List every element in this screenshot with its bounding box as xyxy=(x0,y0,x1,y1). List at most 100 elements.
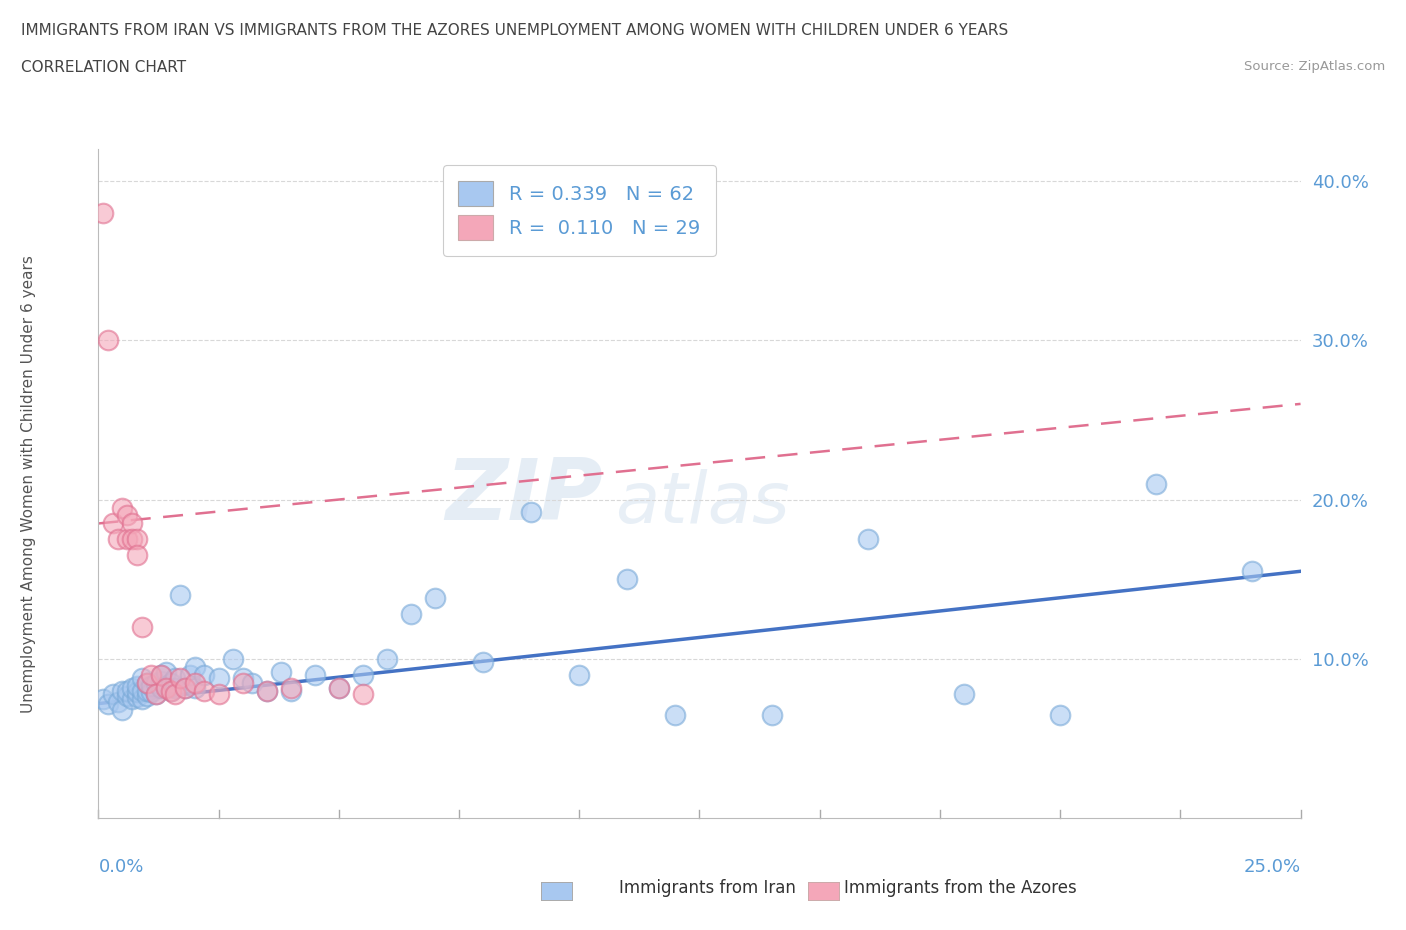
Point xyxy=(97,333,120,348)
Point xyxy=(111,500,134,515)
Point xyxy=(155,680,177,695)
Point xyxy=(117,684,139,698)
Point xyxy=(472,655,495,670)
Point xyxy=(761,708,783,723)
Point xyxy=(953,686,976,701)
Point xyxy=(423,591,446,605)
Point xyxy=(131,691,153,706)
Point xyxy=(208,671,231,685)
Point xyxy=(155,679,177,694)
Point xyxy=(135,688,157,703)
Point xyxy=(125,679,148,694)
Point xyxy=(664,708,686,723)
Point xyxy=(121,516,143,531)
Point xyxy=(91,691,114,706)
Text: Source: ZipAtlas.com: Source: ZipAtlas.com xyxy=(1244,60,1385,73)
Point xyxy=(159,675,181,690)
Point xyxy=(1049,708,1071,723)
Point xyxy=(131,684,153,698)
Point xyxy=(399,607,422,622)
Point xyxy=(141,685,163,700)
Point xyxy=(159,684,181,698)
Text: Unemployment Among Women with Children Under 6 years: Unemployment Among Women with Children U… xyxy=(21,255,35,712)
Point xyxy=(145,686,167,701)
Text: atlas: atlas xyxy=(616,470,790,538)
Text: Immigrants from the Azores: Immigrants from the Azores xyxy=(844,879,1077,897)
Point xyxy=(111,702,134,717)
Point xyxy=(304,668,326,683)
Point xyxy=(131,619,153,634)
Point xyxy=(111,684,134,698)
Point xyxy=(91,206,114,220)
Point xyxy=(568,668,591,683)
Point xyxy=(256,684,278,698)
Text: ZIP: ZIP xyxy=(446,456,603,538)
Point xyxy=(174,680,197,695)
Point xyxy=(141,679,163,694)
Point xyxy=(135,675,157,690)
Point xyxy=(121,691,143,706)
Point xyxy=(145,675,167,690)
Point xyxy=(232,675,254,690)
Point xyxy=(107,532,129,547)
Point xyxy=(856,532,879,547)
Point xyxy=(193,668,215,683)
Point xyxy=(117,532,139,547)
Point xyxy=(183,680,205,695)
Point xyxy=(149,668,172,683)
Point xyxy=(169,588,191,603)
Point xyxy=(149,680,172,695)
Point xyxy=(165,686,187,701)
Point xyxy=(125,685,148,700)
Point xyxy=(240,675,263,690)
Legend: R = 0.339   N = 62, R =  0.110   N = 29: R = 0.339 N = 62, R = 0.110 N = 29 xyxy=(443,166,716,256)
Point xyxy=(165,671,187,685)
Point xyxy=(352,668,374,683)
Point xyxy=(183,675,205,690)
Point xyxy=(1241,564,1264,578)
Point xyxy=(270,664,292,679)
Point xyxy=(256,684,278,698)
Point xyxy=(208,686,231,701)
Point xyxy=(141,668,163,683)
Point xyxy=(135,684,157,698)
Point xyxy=(328,680,350,695)
Point xyxy=(1144,476,1167,491)
Point xyxy=(97,697,120,711)
Point xyxy=(101,516,124,531)
Point xyxy=(107,695,129,710)
Point xyxy=(155,664,177,679)
Point xyxy=(179,668,201,683)
Point xyxy=(145,686,167,701)
Point xyxy=(183,659,205,674)
Point xyxy=(232,671,254,685)
Text: Immigrants from Iran: Immigrants from Iran xyxy=(619,879,796,897)
Point xyxy=(101,686,124,701)
Point xyxy=(149,674,172,689)
Text: 0.0%: 0.0% xyxy=(98,858,143,876)
Point xyxy=(280,680,302,695)
Point xyxy=(352,686,374,701)
Point xyxy=(520,505,543,520)
Point xyxy=(125,532,148,547)
Point xyxy=(117,508,139,523)
Point xyxy=(375,652,398,667)
Point xyxy=(169,671,191,685)
Point xyxy=(193,684,215,698)
Point xyxy=(125,690,148,705)
Point xyxy=(135,675,157,690)
Text: CORRELATION CHART: CORRELATION CHART xyxy=(21,60,186,75)
Text: IMMIGRANTS FROM IRAN VS IMMIGRANTS FROM THE AZORES UNEMPLOYMENT AMONG WOMEN WITH: IMMIGRANTS FROM IRAN VS IMMIGRANTS FROM … xyxy=(21,23,1008,38)
Point xyxy=(174,680,197,695)
Point xyxy=(616,572,638,587)
Text: 25.0%: 25.0% xyxy=(1243,858,1301,876)
Point xyxy=(280,684,302,698)
Point xyxy=(165,680,187,695)
Point xyxy=(121,680,143,695)
Point xyxy=(159,684,181,698)
Point xyxy=(125,548,148,563)
Point xyxy=(222,652,245,667)
Point xyxy=(149,668,172,683)
Point xyxy=(328,680,350,695)
Point xyxy=(131,671,153,685)
